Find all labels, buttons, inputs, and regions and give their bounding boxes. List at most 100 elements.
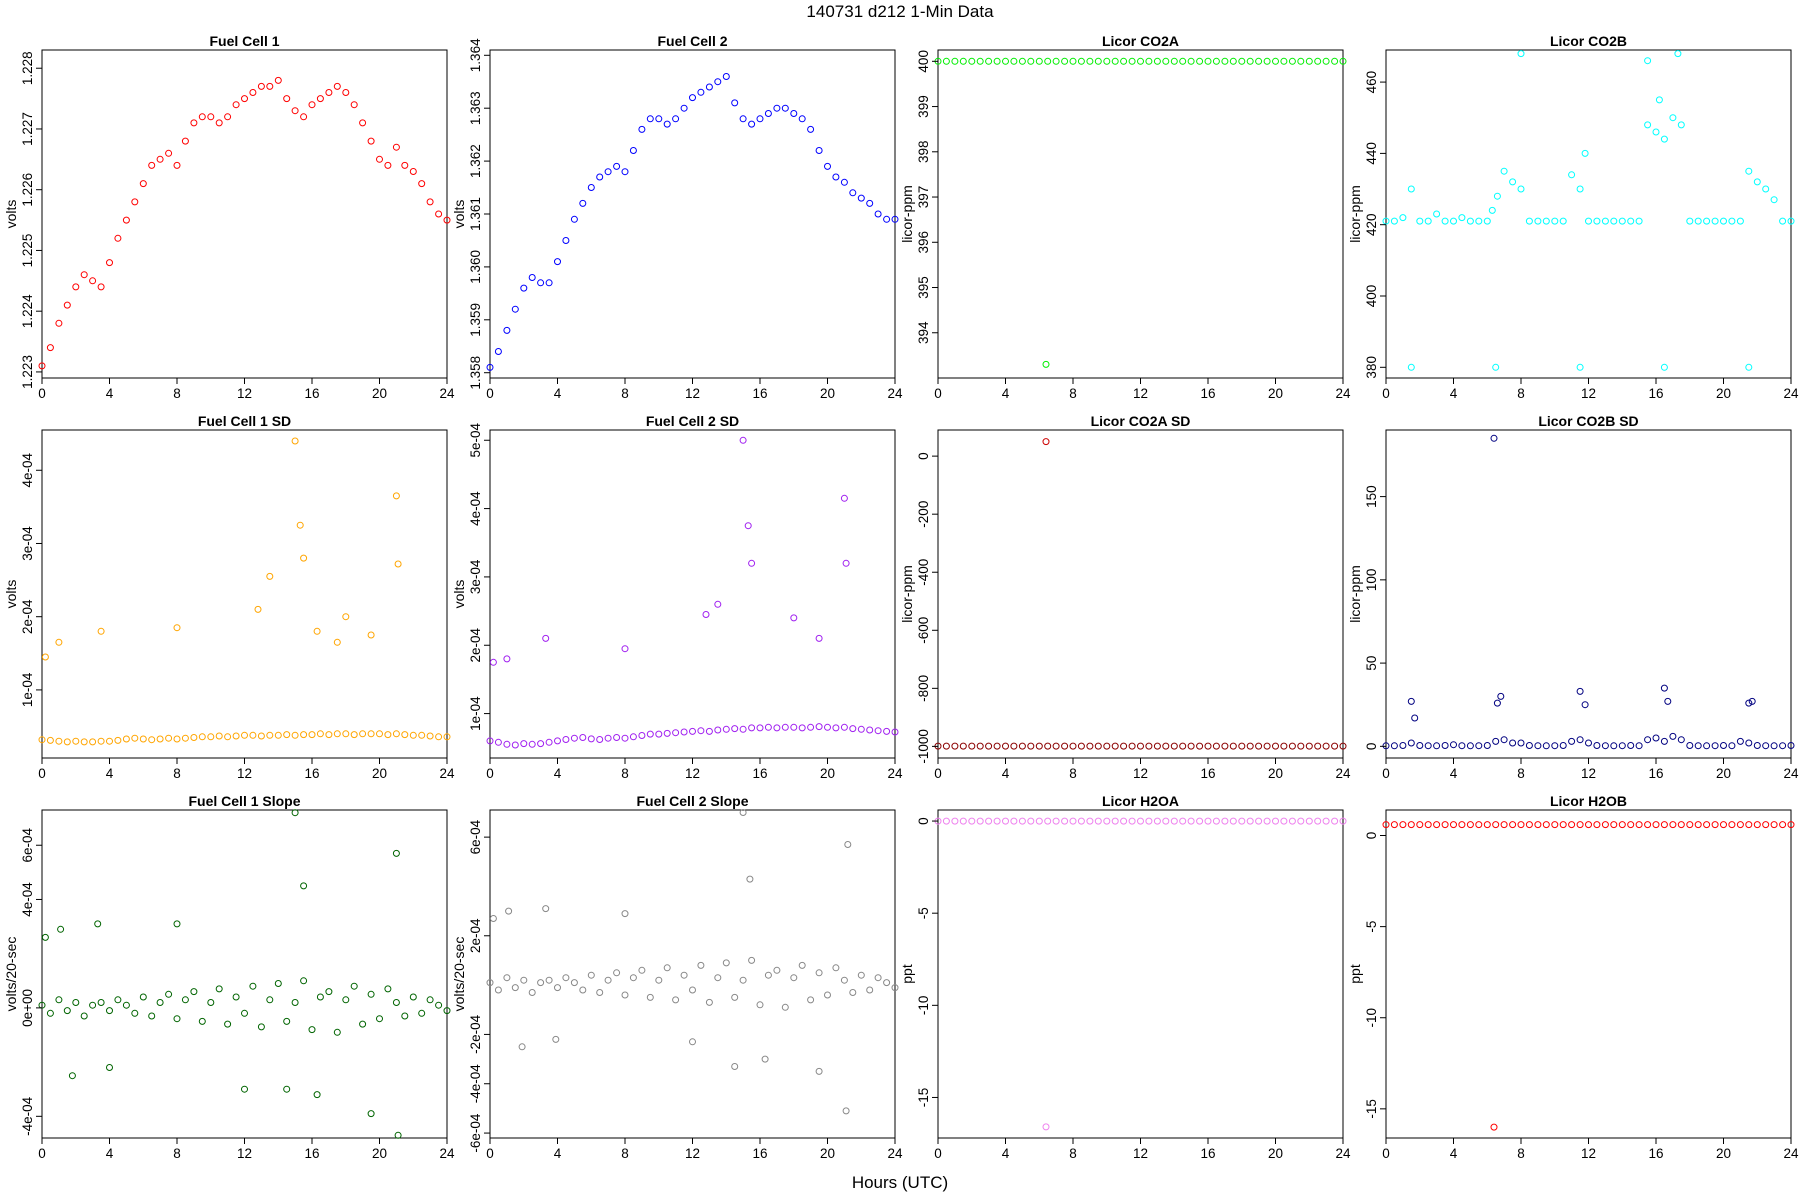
x-tick-label: 4 [1450, 1146, 1458, 1161]
data-point [241, 1085, 248, 1093]
data-point [249, 982, 257, 990]
y-tick-label: 1.223 [20, 355, 35, 389]
data-point [1280, 57, 1288, 65]
data-point [1618, 742, 1626, 750]
data-point [807, 723, 815, 731]
y-tick-label: 0 [916, 452, 931, 460]
data-point [621, 168, 629, 176]
data-point [1466, 742, 1474, 750]
chart-panel: Licor H2OB 0 4 8 12 16 20 24 -15 -10 -5 0 ppt [1347, 793, 1799, 1161]
data-point [1753, 821, 1761, 829]
data-point [1492, 821, 1500, 829]
data-point [1407, 697, 1415, 705]
y-tick-label: 100 [1364, 569, 1379, 592]
data-point [1745, 363, 1753, 371]
data-point [207, 113, 215, 121]
data-point [63, 301, 71, 309]
data-point [316, 993, 324, 1001]
data-point [257, 1023, 265, 1031]
data-point [1339, 742, 1347, 750]
data-point [739, 725, 747, 733]
data-point [1466, 821, 1474, 829]
panel-title: Licor CO2A [1102, 33, 1179, 49]
data-point [1669, 732, 1677, 740]
figure-title: 140731 d212 1-Min Data [806, 2, 994, 21]
data-point [249, 89, 257, 96]
plot-frame [937, 429, 1344, 759]
data-point [139, 180, 147, 188]
data-point [798, 115, 806, 123]
data-point [1745, 739, 1753, 747]
data-point [350, 731, 358, 739]
data-point [993, 817, 1001, 825]
y-tick-label: 400 [1364, 285, 1379, 308]
x-tick-label: 4 [1450, 386, 1458, 401]
data-point [1686, 742, 1694, 749]
data-point [1703, 217, 1711, 225]
data-point [1644, 736, 1652, 744]
data-point [300, 977, 308, 985]
y-axis-label: ppt [899, 964, 915, 984]
y-tick-label: 1.362 [468, 144, 483, 178]
data-point [874, 727, 882, 735]
data-point [1272, 817, 1279, 825]
data-point [842, 1107, 850, 1115]
data-point [376, 155, 383, 163]
data-point [97, 737, 105, 745]
data-point [1272, 57, 1279, 65]
x-tick-label: 8 [173, 386, 181, 401]
data-point [739, 809, 747, 816]
data-point [613, 734, 621, 741]
panel-title: Licor CO2B SD [1538, 413, 1638, 429]
data-point [1103, 817, 1111, 825]
data-point [773, 724, 781, 732]
data-point [537, 279, 545, 287]
data-point [621, 734, 629, 742]
data-point [1581, 149, 1589, 157]
data-point [418, 731, 426, 739]
data-point [1770, 742, 1778, 750]
data-point [663, 964, 671, 972]
data-point [114, 996, 122, 1004]
data-point [1559, 217, 1567, 225]
data-point [849, 725, 857, 733]
data-point [266, 996, 274, 1004]
data-point [638, 732, 646, 739]
data-point [1493, 192, 1501, 200]
data-point [1509, 739, 1517, 747]
data-point [1314, 742, 1322, 750]
data-point [1517, 739, 1525, 747]
data-point [291, 107, 299, 115]
data-point [1069, 57, 1077, 65]
data-point [1390, 217, 1398, 225]
x-tick-label: 24 [439, 386, 455, 401]
plot-frame [489, 809, 896, 1139]
data-point [1493, 699, 1501, 707]
data-point [815, 723, 823, 731]
data-point [1652, 821, 1660, 829]
data-point [542, 634, 550, 642]
data-point [849, 189, 857, 197]
plot-frame [41, 49, 448, 379]
data-point [1229, 817, 1237, 825]
y-tick-label: 1.225 [20, 234, 35, 268]
y-tick-label: -200 [916, 501, 931, 528]
data-point [764, 971, 772, 979]
data-point [291, 731, 299, 739]
data-point [1711, 742, 1719, 750]
x-tick-label: 20 [1716, 386, 1731, 401]
data-point [266, 82, 274, 90]
data-point [739, 976, 747, 984]
x-tick-label: 8 [621, 386, 629, 401]
panel-title: Fuel Cell 2 [657, 33, 727, 49]
y-tick-label: 1.227 [20, 112, 35, 146]
data-point [1145, 57, 1153, 65]
data-point [241, 731, 248, 739]
data-point [1500, 821, 1508, 829]
data-point [1390, 821, 1398, 829]
panel-title: Licor H2OA [1102, 793, 1179, 809]
data-point [308, 101, 316, 109]
x-tick-label: 12 [1581, 386, 1596, 401]
data-point [486, 979, 494, 987]
data-point [274, 980, 282, 987]
